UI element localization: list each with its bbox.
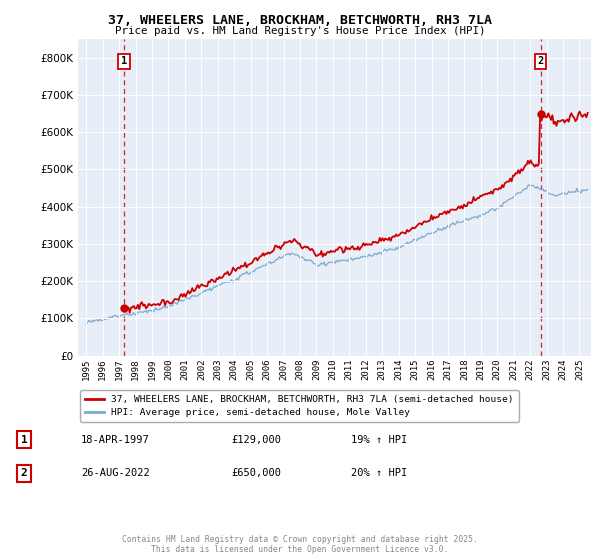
Text: 19% ↑ HPI: 19% ↑ HPI bbox=[351, 435, 407, 445]
Text: 2: 2 bbox=[538, 57, 544, 66]
Text: 37, WHEELERS LANE, BROCKHAM, BETCHWORTH, RH3 7LA: 37, WHEELERS LANE, BROCKHAM, BETCHWORTH,… bbox=[108, 14, 492, 27]
Text: 18-APR-1997: 18-APR-1997 bbox=[81, 435, 150, 445]
Text: £129,000: £129,000 bbox=[231, 435, 281, 445]
Text: 26-AUG-2022: 26-AUG-2022 bbox=[81, 468, 150, 478]
Legend: 37, WHEELERS LANE, BROCKHAM, BETCHWORTH, RH3 7LA (semi-detached house), HPI: Ave: 37, WHEELERS LANE, BROCKHAM, BETCHWORTH,… bbox=[80, 390, 518, 422]
Text: Contains HM Land Registry data © Crown copyright and database right 2025.
This d: Contains HM Land Registry data © Crown c… bbox=[122, 535, 478, 554]
Text: 2: 2 bbox=[20, 468, 28, 478]
Text: 1: 1 bbox=[20, 435, 28, 445]
Text: £650,000: £650,000 bbox=[231, 468, 281, 478]
Text: 20% ↑ HPI: 20% ↑ HPI bbox=[351, 468, 407, 478]
Text: 1: 1 bbox=[121, 57, 127, 66]
Text: Price paid vs. HM Land Registry's House Price Index (HPI): Price paid vs. HM Land Registry's House … bbox=[115, 26, 485, 36]
